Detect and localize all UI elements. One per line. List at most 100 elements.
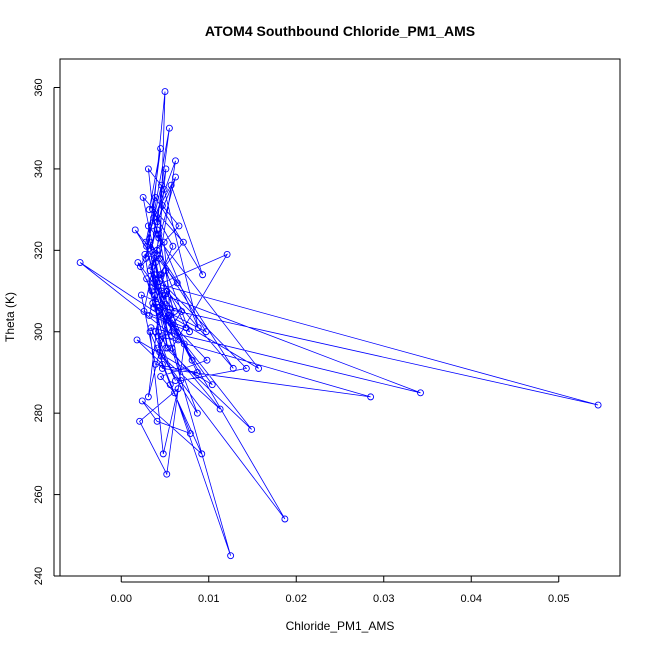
x-tick-label: 0.04	[461, 593, 482, 605]
data-point	[186, 430, 194, 437]
data-point	[162, 165, 170, 173]
data-point	[151, 259, 159, 266]
data-point	[146, 267, 154, 275]
data-point	[151, 328, 159, 336]
data-point	[140, 307, 148, 315]
data-point	[171, 307, 179, 315]
data-point	[594, 401, 602, 409]
data-point	[145, 206, 153, 214]
y-tick-label: 360	[33, 78, 45, 96]
data-point	[193, 369, 201, 376]
data-point	[174, 336, 182, 344]
data-point	[163, 470, 171, 478]
data-point	[153, 417, 161, 425]
data-point	[150, 303, 158, 311]
data-point	[166, 381, 174, 389]
data-point	[172, 377, 179, 385]
data-point	[165, 312, 172, 319]
data-point	[172, 157, 179, 165]
data-point	[143, 275, 151, 283]
data-point	[142, 255, 150, 262]
data-point	[177, 377, 185, 385]
x-tick-label: 0.00	[111, 593, 132, 605]
data-point	[281, 515, 289, 523]
data-point	[149, 206, 157, 214]
data-point	[169, 242, 177, 250]
y-axis-label: Theta (K)	[3, 292, 17, 342]
data-point	[139, 193, 147, 201]
data-point	[180, 340, 188, 348]
data-point	[223, 250, 231, 258]
data-point	[151, 193, 159, 201]
data-point	[248, 425, 256, 433]
data-point	[186, 328, 193, 336]
data-point	[208, 381, 216, 389]
data-point	[136, 417, 144, 425]
y-tick-label: 280	[33, 404, 45, 422]
data-point	[142, 238, 150, 246]
x-tick-label: 0.01	[198, 593, 219, 605]
y-tick-label: 240	[33, 567, 45, 585]
data-point	[158, 332, 166, 340]
data-point	[417, 389, 424, 397]
data-point	[198, 450, 206, 458]
data-point	[137, 263, 144, 271]
data-point	[202, 328, 210, 336]
data-point	[168, 332, 176, 340]
x-tick-label: 0.03	[373, 593, 394, 605]
data-point	[203, 356, 211, 364]
data-point	[165, 124, 173, 132]
data-point	[182, 324, 190, 332]
data-point	[175, 222, 183, 230]
data-point	[158, 287, 165, 295]
data-point	[179, 238, 187, 246]
y-tick-label: 260	[33, 485, 45, 503]
data-point	[131, 226, 139, 234]
data-point	[163, 287, 171, 295]
data-point	[242, 364, 250, 372]
data-point	[199, 271, 207, 279]
data-point	[158, 202, 166, 210]
data-point	[153, 218, 161, 226]
data-point	[227, 552, 235, 560]
data-point	[162, 344, 170, 352]
data-point	[173, 279, 181, 287]
data-point	[154, 344, 162, 352]
data-point	[164, 344, 172, 352]
data-point	[174, 385, 182, 393]
data-point	[156, 255, 164, 262]
data-point	[151, 275, 159, 283]
data-point	[150, 279, 158, 287]
data-point	[155, 307, 163, 315]
data-point	[157, 271, 165, 279]
data-point	[158, 360, 166, 368]
data-point	[76, 259, 84, 266]
data-point	[154, 303, 162, 311]
data-point	[146, 238, 154, 246]
data-point	[155, 230, 163, 238]
data-point	[141, 250, 149, 258]
data-point	[144, 165, 152, 173]
data-point	[145, 312, 153, 319]
y-axis: 240 260 280 300 320 340 360	[33, 78, 60, 585]
y-tick-label: 320	[33, 241, 45, 259]
data-point	[152, 230, 160, 238]
series-line	[79, 91, 599, 556]
data-point	[133, 336, 141, 344]
data-point	[147, 246, 155, 254]
data-point	[148, 222, 156, 230]
data-point	[159, 295, 167, 303]
data-point	[167, 181, 175, 189]
data-point	[158, 352, 165, 360]
data-point	[178, 307, 186, 315]
data-point	[138, 397, 146, 405]
data-point	[149, 283, 157, 291]
data-point	[151, 255, 158, 262]
y-tick-label: 340	[33, 160, 45, 178]
x-axis: 0.00 0.01 0.02 0.03 0.04 0.05	[111, 576, 569, 605]
data-point	[255, 364, 263, 372]
x-tick-label: 0.02	[286, 593, 307, 605]
data-point	[146, 328, 154, 336]
data-point	[150, 214, 158, 222]
